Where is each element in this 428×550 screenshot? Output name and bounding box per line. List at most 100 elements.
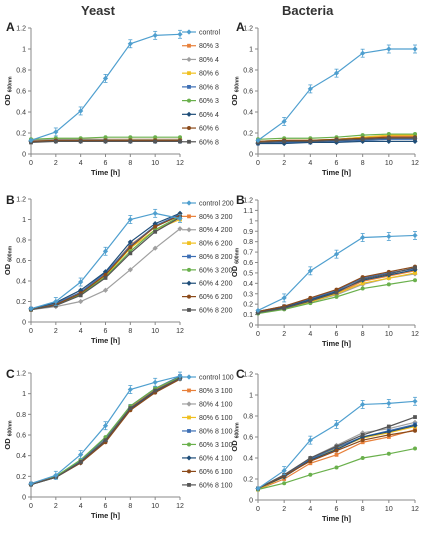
- legend-swatch-marker: [187, 43, 191, 48]
- x-tick-label: 12: [411, 331, 419, 338]
- series-60pct-6-100: [29, 377, 182, 486]
- legend-swatch-marker: [186, 227, 192, 233]
- legend-label: 60% 4: [199, 112, 219, 119]
- y-tick-label: 1.2: [16, 371, 26, 378]
- data-point: [386, 435, 391, 439]
- y-tick-label: 0.9: [243, 229, 253, 236]
- x-tick-label: 2: [54, 160, 58, 167]
- y-tick-label: 0: [22, 320, 26, 327]
- x-tick-label: 8: [361, 160, 365, 167]
- x-tick-label: 8: [361, 331, 365, 338]
- data-point: [128, 139, 133, 144]
- x-tick-label: 10: [151, 503, 159, 510]
- legend-item-control-100: control 100: [182, 374, 234, 382]
- data-point: [360, 440, 365, 445]
- data-point: [334, 287, 339, 292]
- x-tick-label: 10: [385, 160, 393, 167]
- data-point: [308, 461, 313, 466]
- x-tick-label: 2: [54, 503, 58, 510]
- legend-label: 60% 8: [199, 139, 219, 146]
- data-point: [178, 135, 182, 140]
- y-tick-label: 0.6: [16, 89, 26, 96]
- legend-label: 80% 8: [199, 84, 219, 91]
- data-point: [308, 139, 313, 144]
- y-tick-label: 0: [22, 152, 26, 159]
- y-tick-label: 0.8: [243, 239, 253, 246]
- legend-swatch-marker: [186, 29, 192, 35]
- x-tick-label: 10: [385, 506, 393, 513]
- data-point: [103, 135, 108, 140]
- legend-swatch-marker: [186, 280, 192, 286]
- y-axis-label-subscript: 600nm: [235, 247, 241, 263]
- chart-bacteria-b: B 0 0.1 0.2 0.3 0.4 0.5 0.6 0.7 0.8 0.9 1 1.1 1.2 0 2 4 6…: [230, 193, 419, 348]
- x-tick-label: 12: [411, 506, 419, 513]
- series-line: [30, 212, 181, 310]
- legend-item-60pct-3-200: 60% 3 200: [182, 267, 233, 274]
- legend-label: 80% 4 100: [199, 401, 233, 408]
- data-point: [178, 139, 182, 144]
- panel-label: C: [236, 367, 245, 381]
- y-tick-label: 0.4: [243, 456, 253, 463]
- legend-label: 60% 6 200: [199, 294, 233, 301]
- data-point: [127, 239, 133, 245]
- series-80pct-3-100: [29, 375, 182, 487]
- x-tick-label: 4: [308, 160, 312, 167]
- legend-item-60pct-4: 60% 4: [182, 111, 219, 119]
- y-tick-label: 0.2: [16, 299, 26, 306]
- series-control-100: [28, 371, 183, 487]
- legend-item-80pct-6: 80% 6: [182, 71, 219, 78]
- series-line: [30, 216, 181, 311]
- data-point: [386, 46, 392, 52]
- data-point: [307, 437, 313, 443]
- data-point: [53, 472, 59, 478]
- legend-swatch-marker: [187, 98, 191, 103]
- legend-swatch-marker: [186, 455, 192, 461]
- legend-swatch-marker: [187, 483, 191, 487]
- y-axis-label-subscript: 600nm: [8, 420, 14, 436]
- data-point: [153, 135, 158, 140]
- legend-label: 60% 3 200: [199, 267, 233, 274]
- data-point: [413, 271, 417, 275]
- data-point: [282, 306, 287, 311]
- data-point: [255, 485, 261, 492]
- x-tick-label: 12: [411, 160, 419, 167]
- data-point: [153, 224, 158, 229]
- data-point: [360, 137, 365, 142]
- x-tick-label: 0: [29, 328, 33, 335]
- data-point: [152, 210, 158, 216]
- legend-item-80pct-3-200: 80% 3 200: [182, 214, 233, 221]
- legend-item-80pct-4: 80% 4: [182, 56, 219, 64]
- legend-swatch-marker: [186, 200, 192, 206]
- legend-label: control 100: [199, 375, 234, 382]
- legend-item-80pct-3: 80% 3: [182, 43, 219, 50]
- data-point: [103, 438, 108, 443]
- data-point: [334, 448, 339, 453]
- data-point: [282, 139, 287, 144]
- y-axis-label: OD 600nm: [230, 76, 241, 106]
- x-tick-label: 0: [29, 503, 33, 510]
- data-point: [78, 108, 84, 114]
- data-point: [128, 135, 133, 140]
- legend-swatch-marker: [187, 71, 191, 76]
- data-point: [308, 472, 313, 477]
- panel-label: B: [236, 193, 245, 207]
- data-point: [152, 32, 158, 38]
- data-point: [177, 31, 183, 37]
- data-point: [28, 480, 34, 487]
- legend-item-80pct-6-200: 80% 6 200: [182, 241, 233, 248]
- legend-swatch-marker: [187, 388, 191, 393]
- data-point: [360, 430, 366, 436]
- data-point: [413, 415, 417, 419]
- data-point: [255, 137, 261, 143]
- data-point: [152, 379, 158, 385]
- y-tick-label: 0.6: [243, 260, 253, 267]
- data-point: [128, 251, 133, 256]
- legend-swatch-marker: [187, 139, 191, 144]
- legend-label: 80% 3 200: [199, 214, 233, 221]
- legend-item-60pct-6: 60% 6: [182, 126, 219, 133]
- data-point: [152, 221, 158, 227]
- x-tick-label: 6: [104, 328, 108, 335]
- data-point: [78, 287, 84, 293]
- data-point: [103, 272, 108, 277]
- data-point: [307, 86, 313, 92]
